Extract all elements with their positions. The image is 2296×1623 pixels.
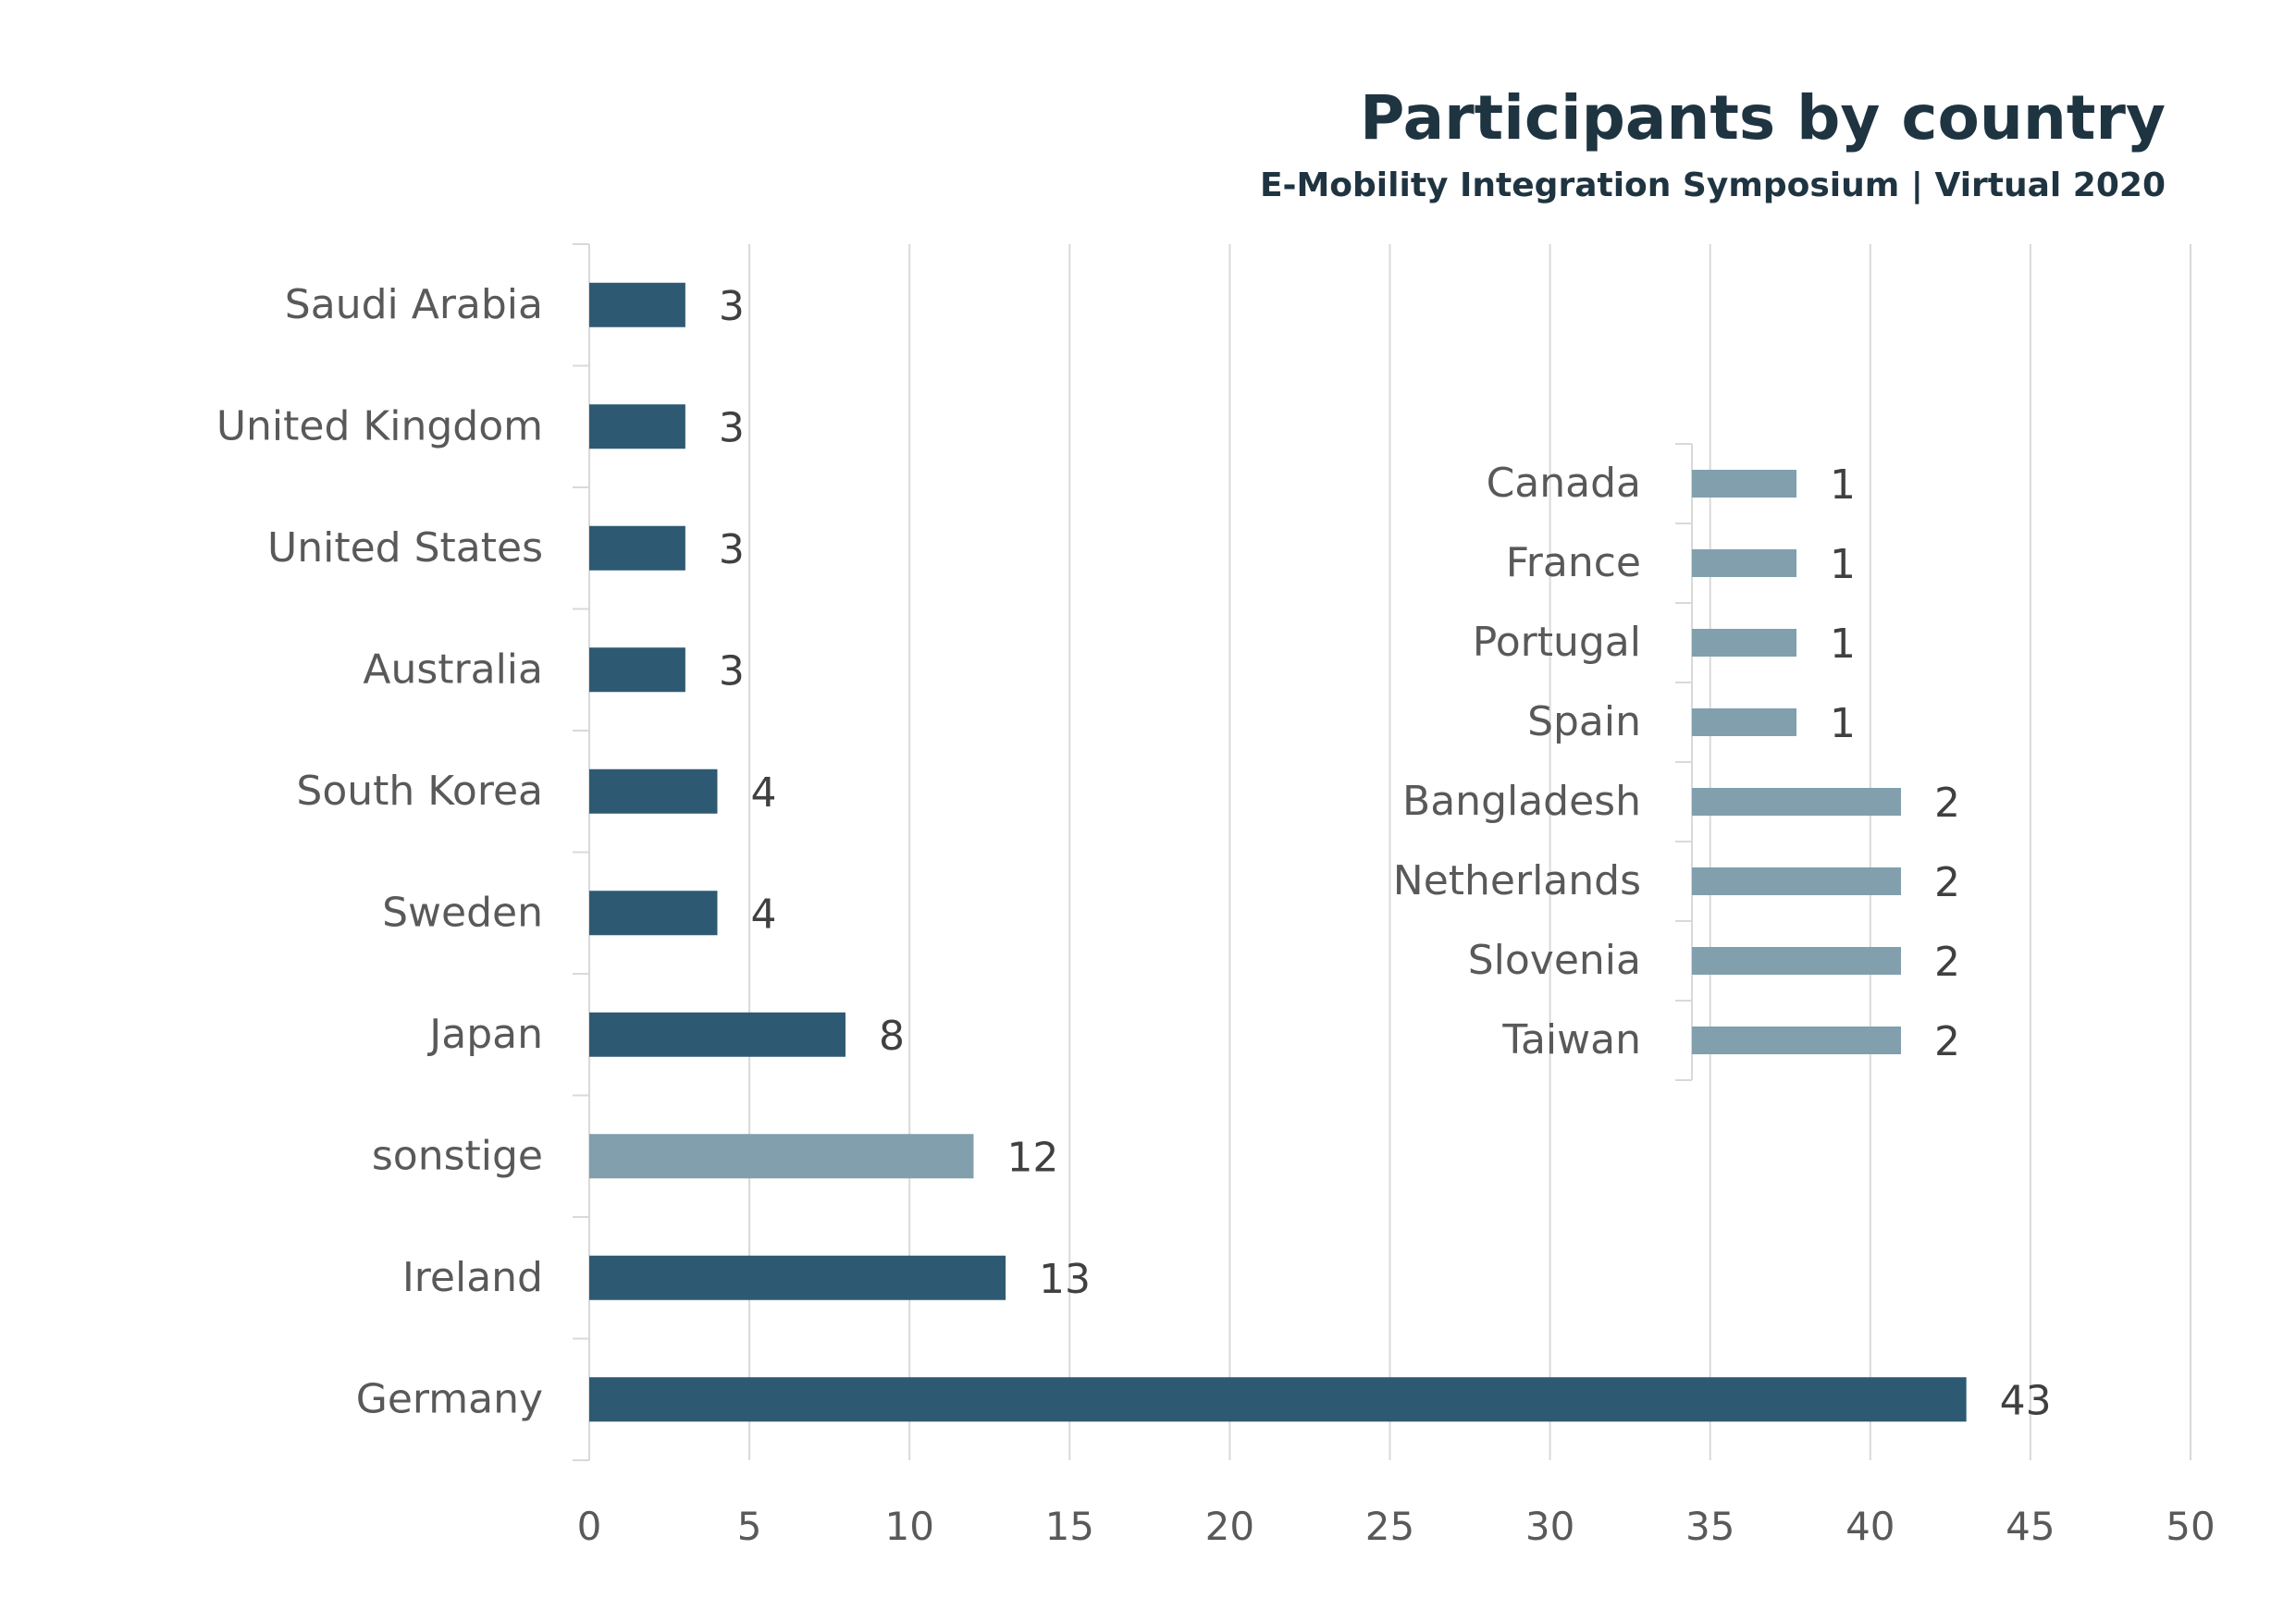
data-label: 8 (879, 1013, 905, 1060)
inset-bar-taiwan (1692, 1027, 1901, 1054)
inset-category-label: Netherlands (1393, 857, 1641, 904)
data-label: 43 (2000, 1377, 2052, 1424)
x-tick-label: 30 (1525, 1504, 1574, 1549)
inset-data-label: 2 (1934, 859, 1960, 906)
inset-bar-spain (1692, 708, 1796, 736)
category-label: United Kingdom (216, 402, 543, 449)
inset-bar-canada (1692, 470, 1796, 498)
bar-south-korea (589, 768, 718, 814)
bar-saudi-arabia (589, 282, 685, 327)
bar-australia (589, 647, 685, 693)
inset-bar-france (1692, 549, 1796, 577)
category-label: United States (267, 524, 543, 572)
bar-germany (589, 1377, 1967, 1422)
inset-category-label: France (1506, 539, 1641, 586)
data-label: 3 (719, 283, 745, 330)
x-tick-label: 10 (884, 1504, 933, 1549)
data-label: 3 (719, 404, 745, 451)
data-label: 13 (1039, 1256, 1091, 1303)
bar-united-states (589, 525, 685, 571)
bar-sonstige (589, 1134, 974, 1179)
category-label: Sweden (382, 889, 543, 936)
inset-category-label: Slovenia (1468, 937, 1641, 984)
inset-bar-slovenia (1692, 947, 1901, 975)
inset-category-label: Spain (1527, 698, 1641, 745)
data-label: 12 (1006, 1134, 1058, 1181)
inset-bar-bangladesh (1692, 788, 1901, 816)
inset-bar-netherlands (1692, 867, 1901, 895)
data-label: 4 (750, 769, 776, 817)
inset-data-label: 2 (1934, 1018, 1960, 1065)
inset-category-label: Canada (1487, 460, 1641, 507)
inset-category-label: Taiwan (1501, 1016, 1641, 1064)
bar-ireland (589, 1255, 1006, 1300)
category-label: sonstige (372, 1132, 543, 1179)
category-label: Ireland (402, 1254, 543, 1301)
x-tick-label: 5 (737, 1504, 762, 1549)
bar-united-kingdom (589, 404, 685, 449)
inset-data-label: 1 (1830, 621, 1856, 668)
data-label: 4 (750, 891, 776, 938)
bar-japan (589, 1012, 846, 1057)
x-tick-label: 35 (1685, 1504, 1734, 1549)
x-tick-label: 50 (2166, 1504, 2215, 1549)
x-tick-label: 40 (1845, 1504, 1895, 1549)
data-label: 3 (719, 647, 745, 695)
inset-bar-portugal (1692, 629, 1796, 657)
chart-subtitle: E-Mobility Integration Symposium | Virtu… (1260, 166, 2166, 204)
x-tick-label: 25 (1365, 1504, 1414, 1549)
inset-data-label: 1 (1830, 541, 1856, 588)
category-label: Japan (426, 1011, 543, 1058)
category-label: Saudi Arabia (285, 281, 543, 328)
inset-category-label: Portugal (1473, 619, 1641, 666)
x-tick-label: 15 (1045, 1504, 1094, 1549)
category-label: South Korea (296, 768, 543, 815)
inset-data-label: 1 (1830, 461, 1856, 509)
inset-category-label: Bangladesh (1402, 778, 1641, 825)
data-label: 3 (719, 526, 745, 573)
category-label: Germany (356, 1375, 543, 1422)
inset-data-label: 2 (1934, 780, 1960, 827)
x-tick-label: 20 (1205, 1504, 1254, 1549)
chart-title: Participants by country (1360, 82, 2166, 154)
category-label: Australia (363, 646, 543, 693)
x-tick-label: 0 (577, 1504, 602, 1549)
x-tick-label: 45 (2006, 1504, 2055, 1549)
bar-sweden (589, 891, 718, 936)
inset-data-label: 2 (1934, 939, 1960, 986)
inset-data-label: 1 (1830, 700, 1856, 747)
